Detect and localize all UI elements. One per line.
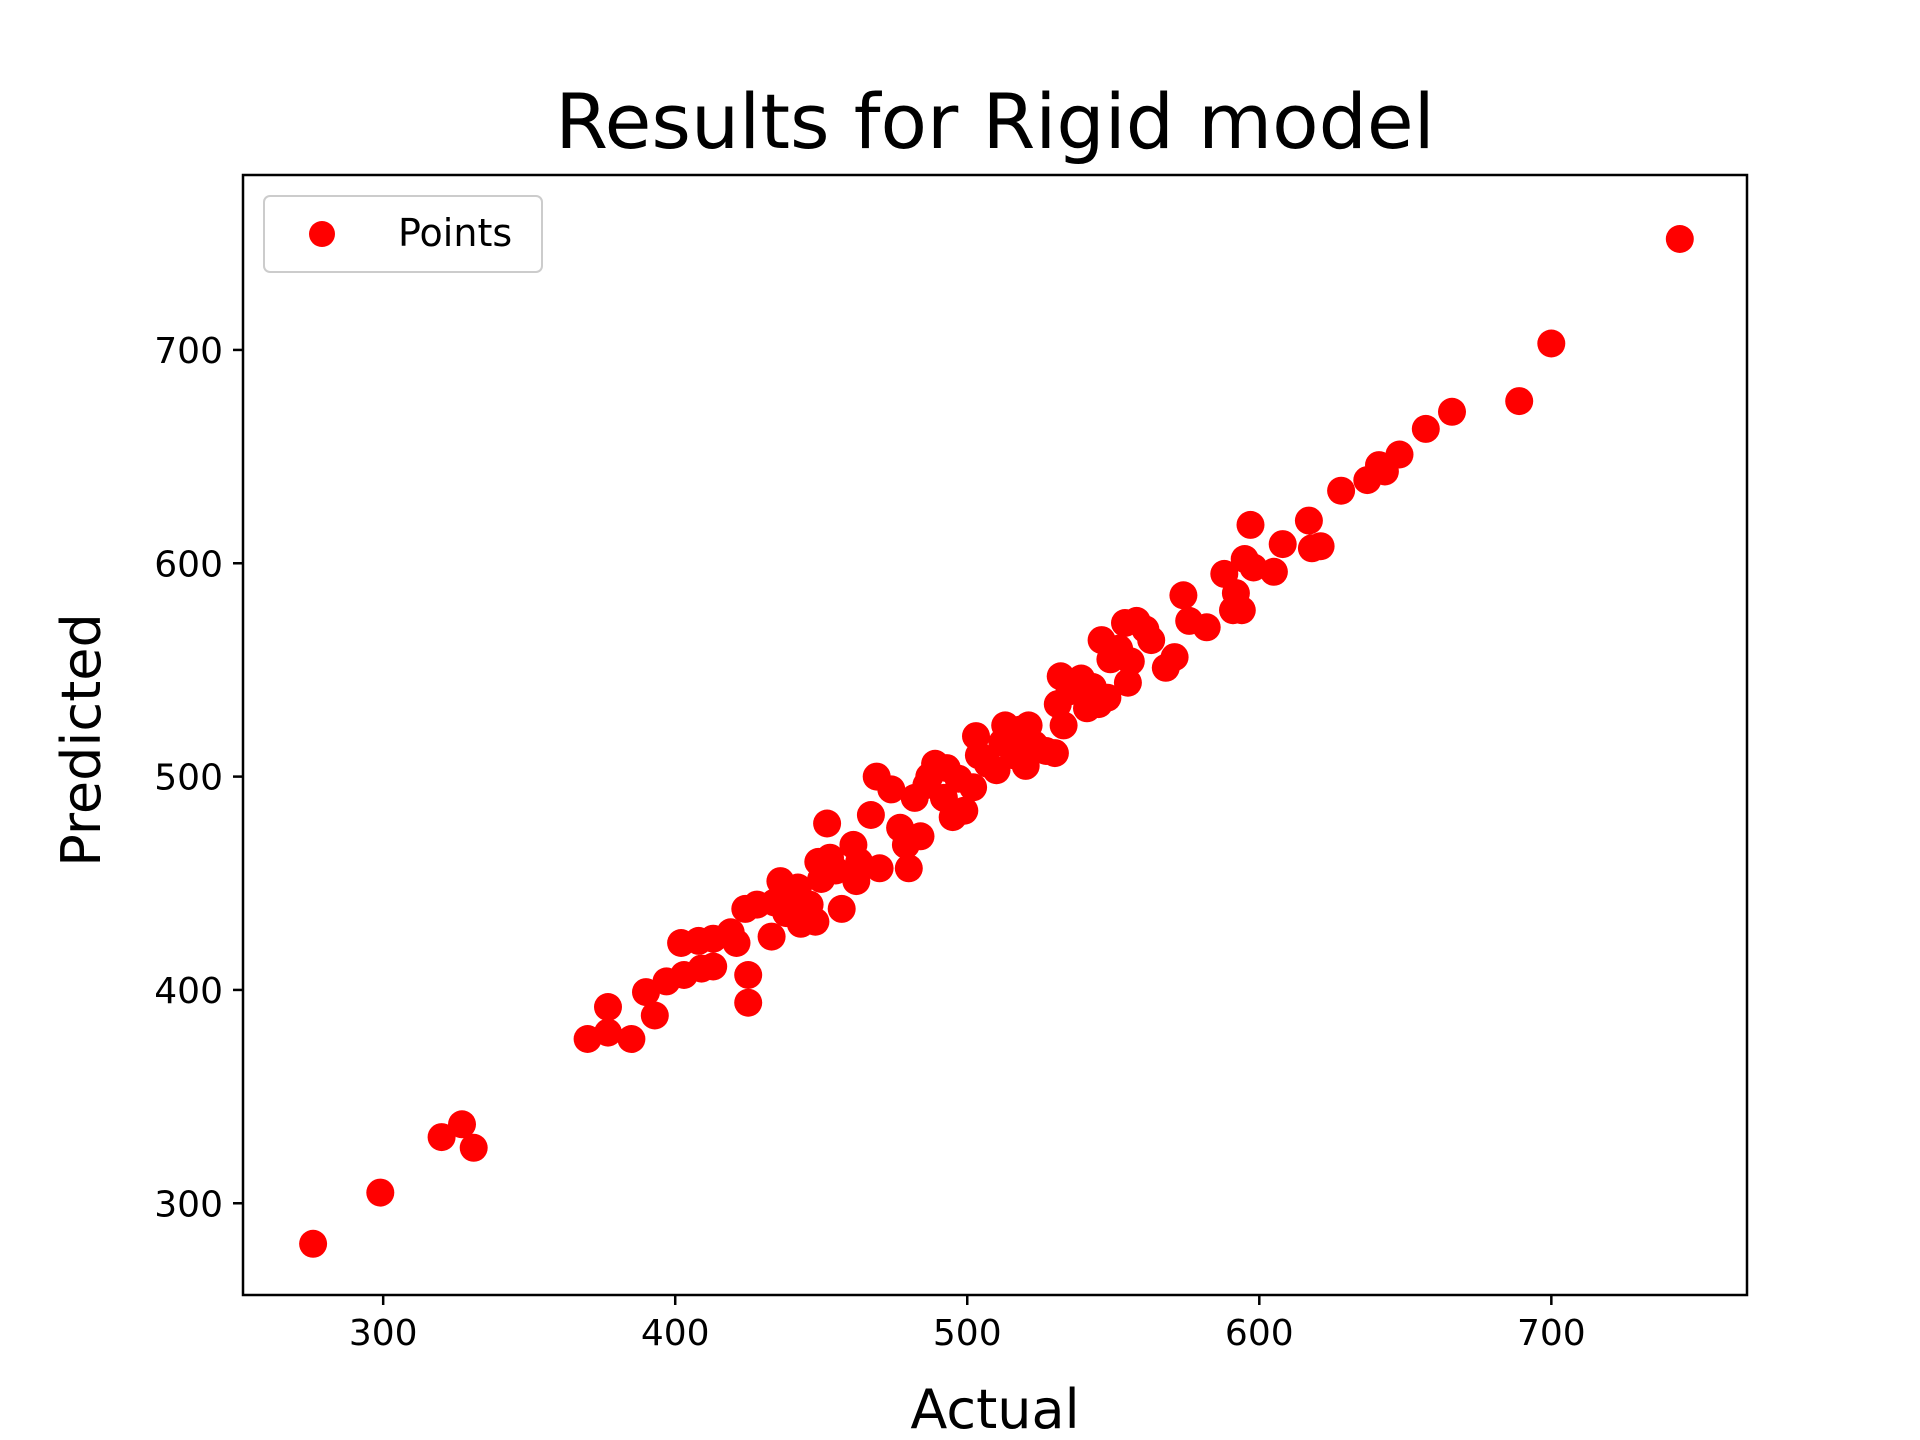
y-axis-ticks: 300 400 500 600 700 <box>154 331 243 1225</box>
data-point <box>827 894 856 923</box>
data-point <box>1327 476 1356 505</box>
data-point <box>617 1025 646 1053</box>
data-point <box>865 854 894 883</box>
points-layer <box>299 225 1694 1258</box>
data-point <box>801 907 830 936</box>
data-point <box>906 822 935 851</box>
data-point <box>877 775 906 804</box>
y-axis-label: Predicted <box>50 613 113 867</box>
data-point <box>366 1178 395 1207</box>
legend: Points <box>263 195 543 273</box>
data-point <box>1438 397 1466 426</box>
data-point <box>594 1018 622 1047</box>
data-point <box>1294 506 1323 535</box>
data-point <box>1268 530 1297 559</box>
data-point <box>734 988 763 1017</box>
data-point <box>1160 643 1189 672</box>
x-tick-label: 400 <box>641 1313 710 1354</box>
data-point <box>734 961 763 989</box>
data-point <box>950 796 979 825</box>
y-tick-label: 700 <box>154 331 223 372</box>
x-tick-label: 700 <box>1517 1313 1586 1354</box>
data-point <box>427 1123 456 1152</box>
y-tick-label: 500 <box>154 758 223 799</box>
data-point <box>856 801 885 829</box>
data-point <box>959 773 988 802</box>
data-point <box>1227 596 1256 625</box>
data-point <box>1537 329 1566 358</box>
data-point <box>299 1229 328 1258</box>
plot-area: 300 400 500 600 700 300 400 500 600 700 <box>154 173 1749 1354</box>
x-tick-label: 500 <box>933 1313 1002 1354</box>
x-tick-label: 300 <box>349 1313 418 1354</box>
data-point <box>1665 225 1694 253</box>
legend-label: Points <box>398 211 512 255</box>
data-point <box>1306 532 1335 561</box>
data-point <box>640 1001 669 1030</box>
data-point <box>894 854 923 883</box>
data-point <box>1236 510 1265 539</box>
data-point <box>594 993 622 1021</box>
y-tick-label: 400 <box>154 971 223 1012</box>
data-point <box>1169 581 1198 610</box>
data-point <box>813 809 842 838</box>
x-axis-label: Actual <box>910 1378 1079 1440</box>
data-point <box>1192 613 1221 642</box>
data-point <box>1137 626 1166 655</box>
x-tick-label: 600 <box>1225 1313 1294 1354</box>
data-point <box>1049 711 1078 740</box>
data-point <box>1040 739 1069 768</box>
data-point <box>1505 387 1534 416</box>
data-point <box>1385 440 1414 469</box>
data-point <box>1093 683 1122 712</box>
data-point <box>699 952 728 981</box>
chart-title: Results for Rigid model <box>555 77 1435 166</box>
legend-marker <box>309 221 335 247</box>
y-tick-label: 600 <box>154 544 223 585</box>
data-point <box>1113 668 1142 697</box>
data-point <box>1259 557 1288 586</box>
data-point <box>1116 647 1145 676</box>
data-point <box>448 1110 476 1139</box>
data-point <box>1411 414 1440 443</box>
y-tick-label: 300 <box>154 1184 223 1225</box>
data-point <box>1011 751 1040 780</box>
data-point <box>722 929 751 957</box>
data-point <box>459 1133 488 1162</box>
legend-box <box>263 195 543 273</box>
x-axis-ticks: 300 400 500 600 700 <box>349 1295 1586 1354</box>
axes-frame <box>241 173 1749 1297</box>
data-point <box>757 922 786 951</box>
